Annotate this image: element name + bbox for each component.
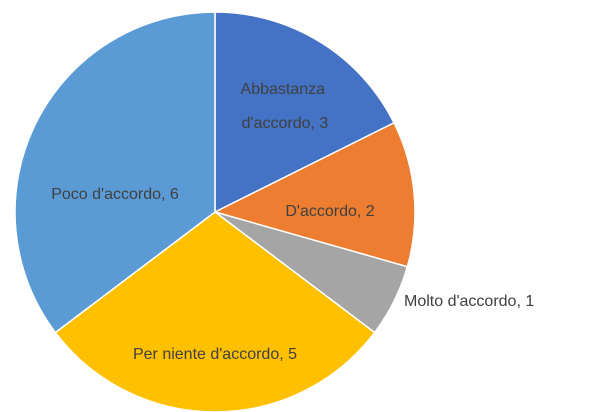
data-label: D'accordo, 2 xyxy=(285,203,374,220)
pie-slice xyxy=(14,11,216,334)
data-label: Molto d'accordo, 1 xyxy=(404,293,534,310)
label-line: Abbastanza xyxy=(241,81,330,98)
pie-slice xyxy=(214,11,396,214)
data-label: Poco d'accordo, 6 xyxy=(51,186,179,203)
data-label: Abbastanza d'accordo, 3 xyxy=(241,81,330,132)
data-label: Per niente d'accordo, 5 xyxy=(133,346,297,363)
label-line: d'accordo, 3 xyxy=(242,115,329,132)
pie-slice xyxy=(212,121,416,268)
